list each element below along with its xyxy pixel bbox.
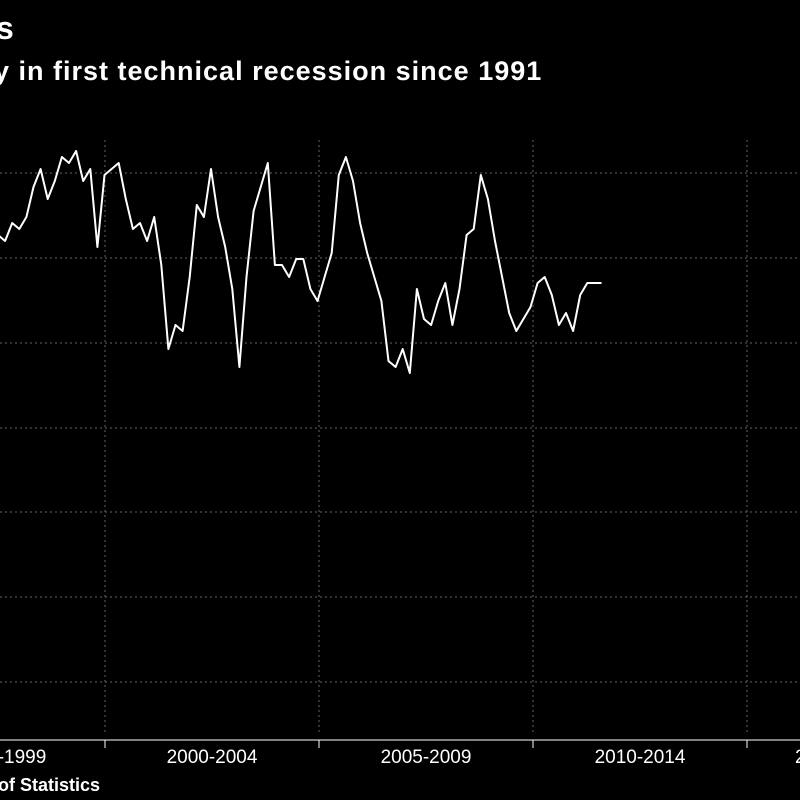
x-tick-label: 2010-2014 [595, 747, 686, 768]
series-line [0, 150, 602, 374]
series-layer [0, 150, 602, 374]
chart-subtitle: y in first technical recession since 199… [0, 56, 543, 86]
grid-lines [0, 140, 800, 735]
x-tick-label: 2000-2004 [167, 747, 258, 768]
chart-title: s [0, 10, 15, 46]
x-tick-label: -1999 [0, 747, 46, 768]
source-note: of Statistics [0, 775, 101, 795]
x-axis: -1999 2000-2004 2005-2009 2010-2014 2 [0, 739, 800, 768]
x-tick-label: 2005-2009 [381, 747, 472, 768]
x-tick-label: 2 [795, 747, 800, 768]
